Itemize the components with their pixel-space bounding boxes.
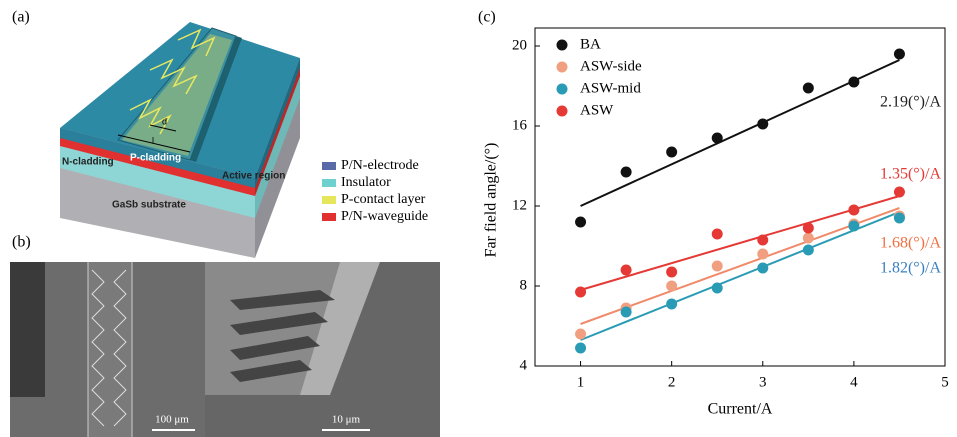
panel-label: (a) bbox=[12, 9, 30, 26]
fit-label: 1.82(°)/A bbox=[880, 260, 942, 277]
fit-label: 2.19(°)/A bbox=[880, 94, 942, 111]
x-tick-label: 1 bbox=[577, 374, 585, 390]
legend-marker bbox=[557, 62, 568, 73]
legend-label: BA bbox=[580, 36, 601, 52]
point bbox=[666, 281, 677, 292]
point bbox=[666, 267, 677, 278]
legend-label: Insulator bbox=[341, 175, 391, 190]
x-tick-label: 5 bbox=[941, 374, 949, 390]
plot-frame bbox=[535, 28, 945, 366]
point bbox=[757, 263, 768, 274]
point bbox=[803, 245, 814, 256]
scale-bar-label: 10 μm bbox=[332, 414, 361, 426]
point bbox=[803, 223, 814, 234]
point bbox=[712, 283, 723, 294]
point bbox=[757, 249, 768, 260]
legend-swatch bbox=[322, 179, 336, 187]
point bbox=[803, 233, 814, 244]
sem-image bbox=[10, 262, 440, 437]
dim-label: d bbox=[162, 116, 167, 126]
legend-marker bbox=[557, 84, 568, 95]
device-schematic bbox=[60, 22, 300, 258]
y-axis-label: Far field angle/(°) bbox=[483, 143, 500, 258]
legend-label: ASW bbox=[580, 102, 614, 118]
point bbox=[848, 77, 859, 88]
legend-label: P/N-waveguide bbox=[341, 209, 428, 224]
x-tick-label: 2 bbox=[668, 374, 676, 390]
fit-label: 1.68(°)/A bbox=[880, 235, 942, 252]
point bbox=[621, 167, 632, 178]
dim-label: l bbox=[152, 135, 154, 145]
legend-marker bbox=[557, 40, 568, 51]
panel-label: (c) bbox=[478, 9, 496, 26]
point bbox=[621, 307, 632, 318]
y-tick-label: 4 bbox=[520, 357, 528, 373]
layer-label: GaSb substrate bbox=[112, 200, 186, 211]
point bbox=[894, 187, 905, 198]
point bbox=[803, 83, 814, 94]
legend-swatch bbox=[322, 196, 336, 204]
panel-label: (b) bbox=[12, 234, 31, 251]
legend-label: P/N-electrode bbox=[341, 158, 419, 173]
legend-marker bbox=[557, 106, 568, 117]
y-tick-label: 20 bbox=[512, 37, 527, 53]
legend-label: ASW-side bbox=[580, 58, 642, 74]
point bbox=[575, 329, 586, 340]
point bbox=[712, 229, 723, 240]
fit-label: 1.35(°)/A bbox=[880, 166, 942, 183]
legend-label: P-contact layer bbox=[341, 192, 426, 207]
point bbox=[894, 213, 905, 224]
y-tick-label: 16 bbox=[512, 117, 528, 133]
legend-label: ASW-mid bbox=[580, 80, 641, 96]
point bbox=[575, 343, 586, 354]
y-tick-label: 12 bbox=[512, 197, 527, 213]
point bbox=[712, 133, 723, 144]
scale-bar-label: 100 μm bbox=[155, 414, 189, 426]
point bbox=[848, 221, 859, 232]
point bbox=[757, 119, 768, 130]
point bbox=[666, 299, 677, 310]
x-tick-label: 3 bbox=[759, 374, 767, 390]
point bbox=[894, 49, 905, 60]
point bbox=[848, 205, 859, 216]
point bbox=[575, 217, 586, 228]
x-tick-label: 4 bbox=[850, 374, 858, 390]
legend-swatch bbox=[322, 213, 336, 221]
point bbox=[712, 261, 723, 272]
y-tick-label: 8 bbox=[520, 277, 528, 293]
point bbox=[666, 147, 677, 158]
legend: P/N-electrode Insulator P-contact layer P/N… bbox=[322, 158, 428, 224]
layer-label: P-cladding bbox=[130, 153, 181, 164]
point bbox=[575, 287, 586, 298]
layer-label: N-cladding bbox=[62, 157, 114, 168]
figure: (a) d l N-cladding P-cladding Active reg… bbox=[0, 0, 957, 437]
point bbox=[621, 265, 632, 276]
legend-swatch bbox=[322, 162, 336, 170]
layer-label: Active region bbox=[222, 171, 285, 182]
point bbox=[757, 235, 768, 246]
x-axis-label: Current/A bbox=[708, 401, 773, 418]
